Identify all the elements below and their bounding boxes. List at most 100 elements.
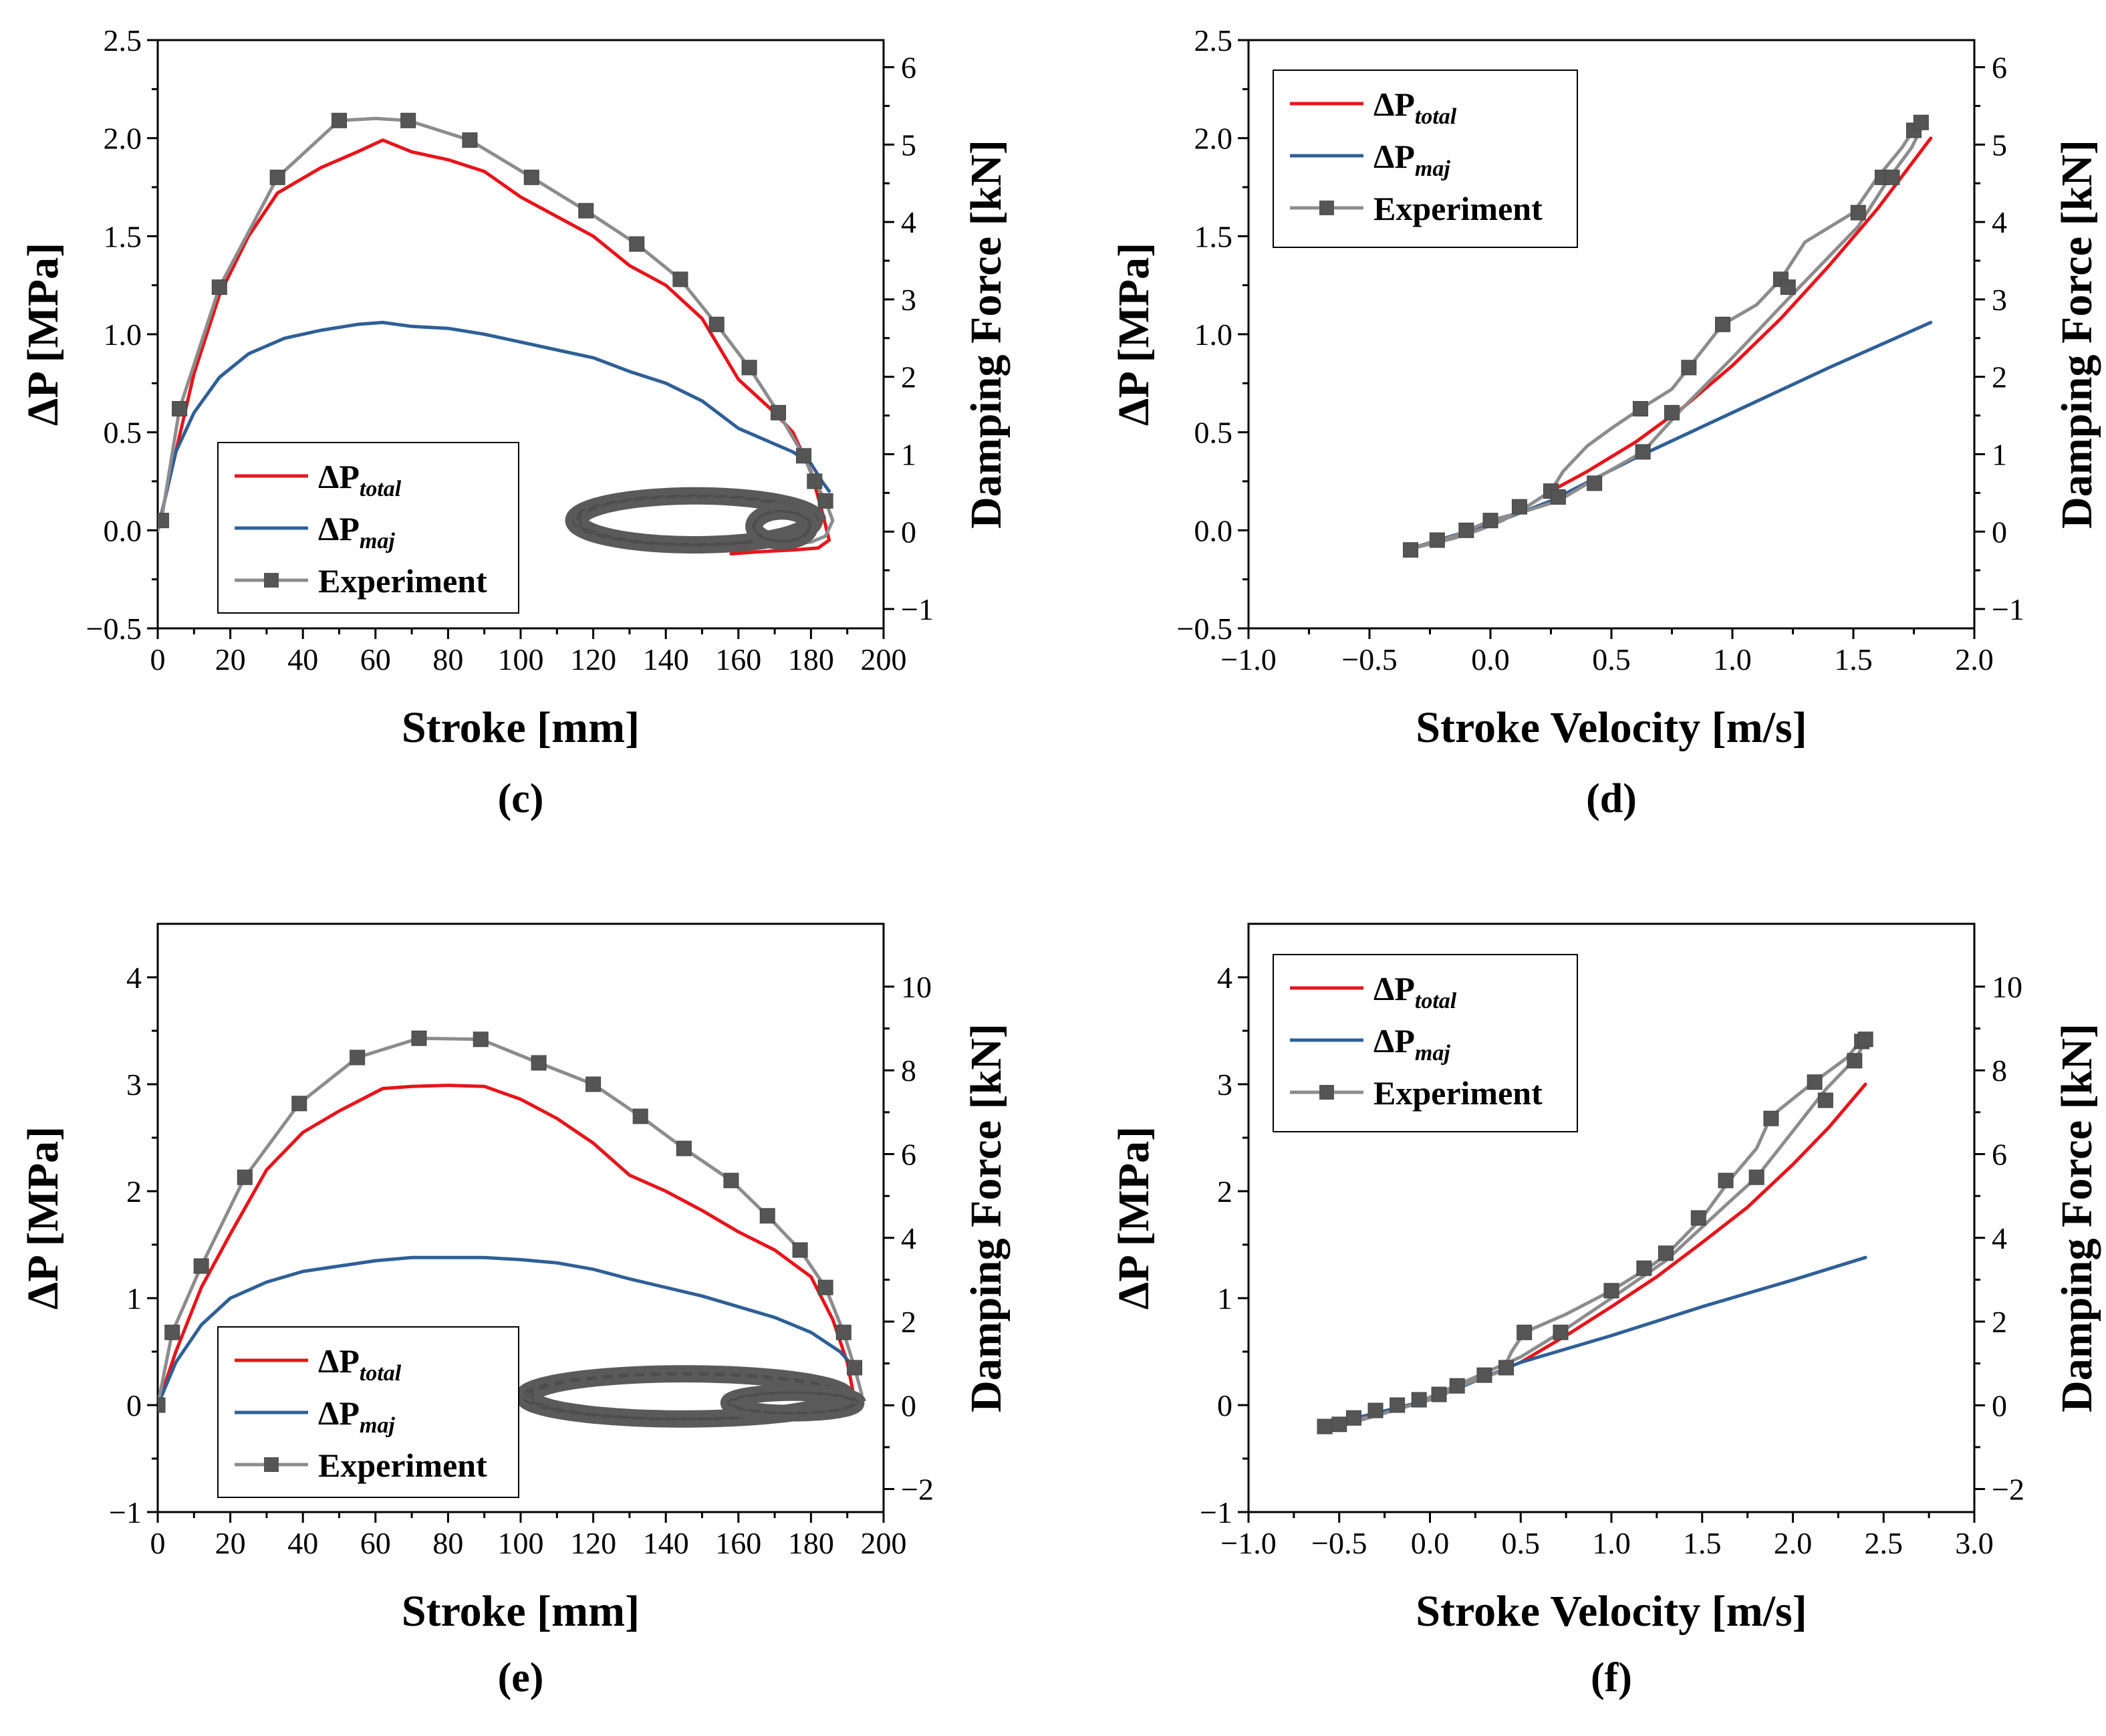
y2-tick-label: 3 — [1992, 283, 2007, 317]
panel-caption: (e) — [498, 1655, 544, 1701]
y-tick-label: 2 — [126, 1174, 142, 1209]
x-tick-label: −0.5 — [1311, 1526, 1367, 1560]
plot-area — [1403, 114, 1933, 558]
experiment-marker — [632, 1108, 648, 1124]
x-tick-label: 160 — [715, 1526, 761, 1560]
experiment-marker — [1763, 1110, 1779, 1126]
experiment-marker — [1780, 279, 1796, 295]
experiment-marker — [1449, 1378, 1465, 1394]
y2-tick-label: −1 — [1992, 592, 2024, 626]
y-tick-label: −1 — [109, 1495, 142, 1529]
legend-label-subscript: total — [360, 477, 402, 501]
experiment-marker — [1511, 499, 1527, 515]
y2-tick-label: 0 — [1992, 515, 2007, 549]
experiment-marker — [332, 112, 347, 128]
y-tick-label: 3 — [1217, 1068, 1232, 1102]
y-tick-label: −0.5 — [86, 612, 142, 646]
y2-tick-label: −1 — [901, 592, 934, 626]
x-tick-label: 0 — [150, 642, 166, 676]
legend-marker — [264, 573, 279, 588]
x-tick-label: −0.5 — [1341, 642, 1397, 676]
experiment-marker — [1411, 1392, 1427, 1408]
legend-label: ΔPmaj — [1373, 1022, 1450, 1066]
y-axis-title: ΔP [MPa] — [1109, 1126, 1158, 1310]
experiment-marker — [1517, 1324, 1533, 1340]
x-tick-label: 3.0 — [1955, 1526, 1994, 1560]
legend-label-subscript: maj — [360, 529, 395, 553]
legend-label-main: ΔP — [318, 510, 360, 547]
series--p-total-line — [1549, 136, 1933, 493]
experiment-marker — [1817, 1092, 1833, 1108]
experiment-marker — [741, 360, 757, 376]
chart-panel-d: −1.0 −0.5 0.0 0.5 1.0 1.5 2.0−0.50.00.51.01.52… — [1109, 23, 2101, 822]
legend-box — [1273, 70, 1578, 248]
x-tick-label: 1.5 — [1683, 1526, 1722, 1560]
experiment-marker — [164, 1324, 180, 1340]
chart-panel-f: −1.0 −0.5 0.0 0.5 1.0 1.5 2.0 2.5 3.0 −1 0 1 2 3 4 −2 0 2… — [1109, 922, 2101, 1701]
experiment-marker — [1476, 1367, 1492, 1383]
experiment-marker — [237, 1169, 253, 1185]
experiment-marker — [629, 236, 645, 252]
experiment-marker — [1748, 1169, 1764, 1185]
experiment-marker — [1857, 1031, 1873, 1047]
y-tick-label: 1.5 — [1194, 219, 1233, 253]
experiment-marker — [1367, 1402, 1384, 1418]
y2-tick-label: 2 — [1992, 360, 2007, 394]
y2-tick-label: 6 — [1992, 51, 2007, 85]
y-tick-label: 0.0 — [104, 513, 142, 547]
legend-label-subscript: maj — [1415, 156, 1450, 181]
legend-label: ΔPmaj — [318, 1394, 395, 1438]
y-tick-label: 1 — [126, 1281, 142, 1316]
y2-tick-label: 1 — [901, 437, 916, 471]
y-tick-label: 2.0 — [1194, 122, 1233, 156]
y-tick-label: 1 — [1217, 1281, 1232, 1316]
y2-tick-label: 6 — [901, 1137, 916, 1171]
x-tick-label: 1.0 — [1592, 1526, 1631, 1560]
chart-panel-c: 0 20 40 60 80 100 120 140 160 180 200−0.50.00.51.0… — [19, 23, 1011, 822]
y2-tick-label: 6 — [901, 51, 916, 85]
y2-axis-title: Damping Force [kN] — [2053, 1023, 2101, 1412]
y-tick-label: −0.5 — [1177, 612, 1232, 646]
x-tick-label: 80 — [432, 642, 463, 676]
series-experiment-line — [158, 1036, 864, 1418]
experiment-marker — [1635, 444, 1651, 460]
y-axis-title: ΔP [MPa] — [19, 1126, 68, 1310]
panel-caption: (d) — [1586, 776, 1637, 822]
x-tick-label: 140 — [643, 1526, 689, 1560]
y-axis-title: ΔP [MPa] — [19, 243, 68, 426]
y2-tick-label: 4 — [1992, 1221, 2007, 1255]
y-tick-label: 0 — [126, 1388, 142, 1422]
x-tick-label: 200 — [861, 642, 907, 676]
x-tick-label: −1.0 — [1220, 1526, 1276, 1560]
experiment-loop-texture — [752, 509, 812, 543]
y2-tick-label: 2 — [901, 360, 916, 394]
y2-axis-title: Damping Force [kN] — [962, 140, 1011, 529]
experiment-marker — [1429, 532, 1445, 548]
y2-tick-label: 10 — [901, 970, 932, 1004]
x-axis-title: Stroke Velocity [m/s] — [1416, 703, 1807, 752]
x-axis-title: Stroke [mm] — [402, 1587, 640, 1636]
legend-label-main: ΔP — [1373, 138, 1415, 175]
chart-panel-e: 0 20 40 60 80 100 120 140 160 180 200−101234−20246… — [19, 922, 1011, 1701]
experiment-marker — [759, 1208, 775, 1224]
x-tick-label: 0.0 — [1471, 642, 1510, 676]
experiment-marker — [1550, 489, 1566, 505]
experiment-marker — [835, 1324, 851, 1340]
x-tick-label: 180 — [788, 1526, 834, 1560]
legend-label: ΔPtotal — [318, 458, 402, 501]
experiment-marker — [1664, 404, 1680, 420]
y2-tick-label: 5 — [1992, 128, 2007, 162]
x-tick-label: 60 — [360, 1526, 391, 1560]
legend-marker — [1319, 1085, 1334, 1100]
y-tick-label: −1 — [1200, 1495, 1232, 1529]
y2-tick-label: 2 — [1992, 1305, 2007, 1339]
series--p-total-line — [158, 1084, 857, 1418]
x-tick-label: 160 — [715, 642, 761, 676]
experiment-marker — [350, 1049, 366, 1066]
y2-tick-label: 4 — [901, 205, 916, 239]
x-tick-label: 100 — [498, 1526, 544, 1560]
legend-label-main: ΔP — [318, 1342, 360, 1380]
